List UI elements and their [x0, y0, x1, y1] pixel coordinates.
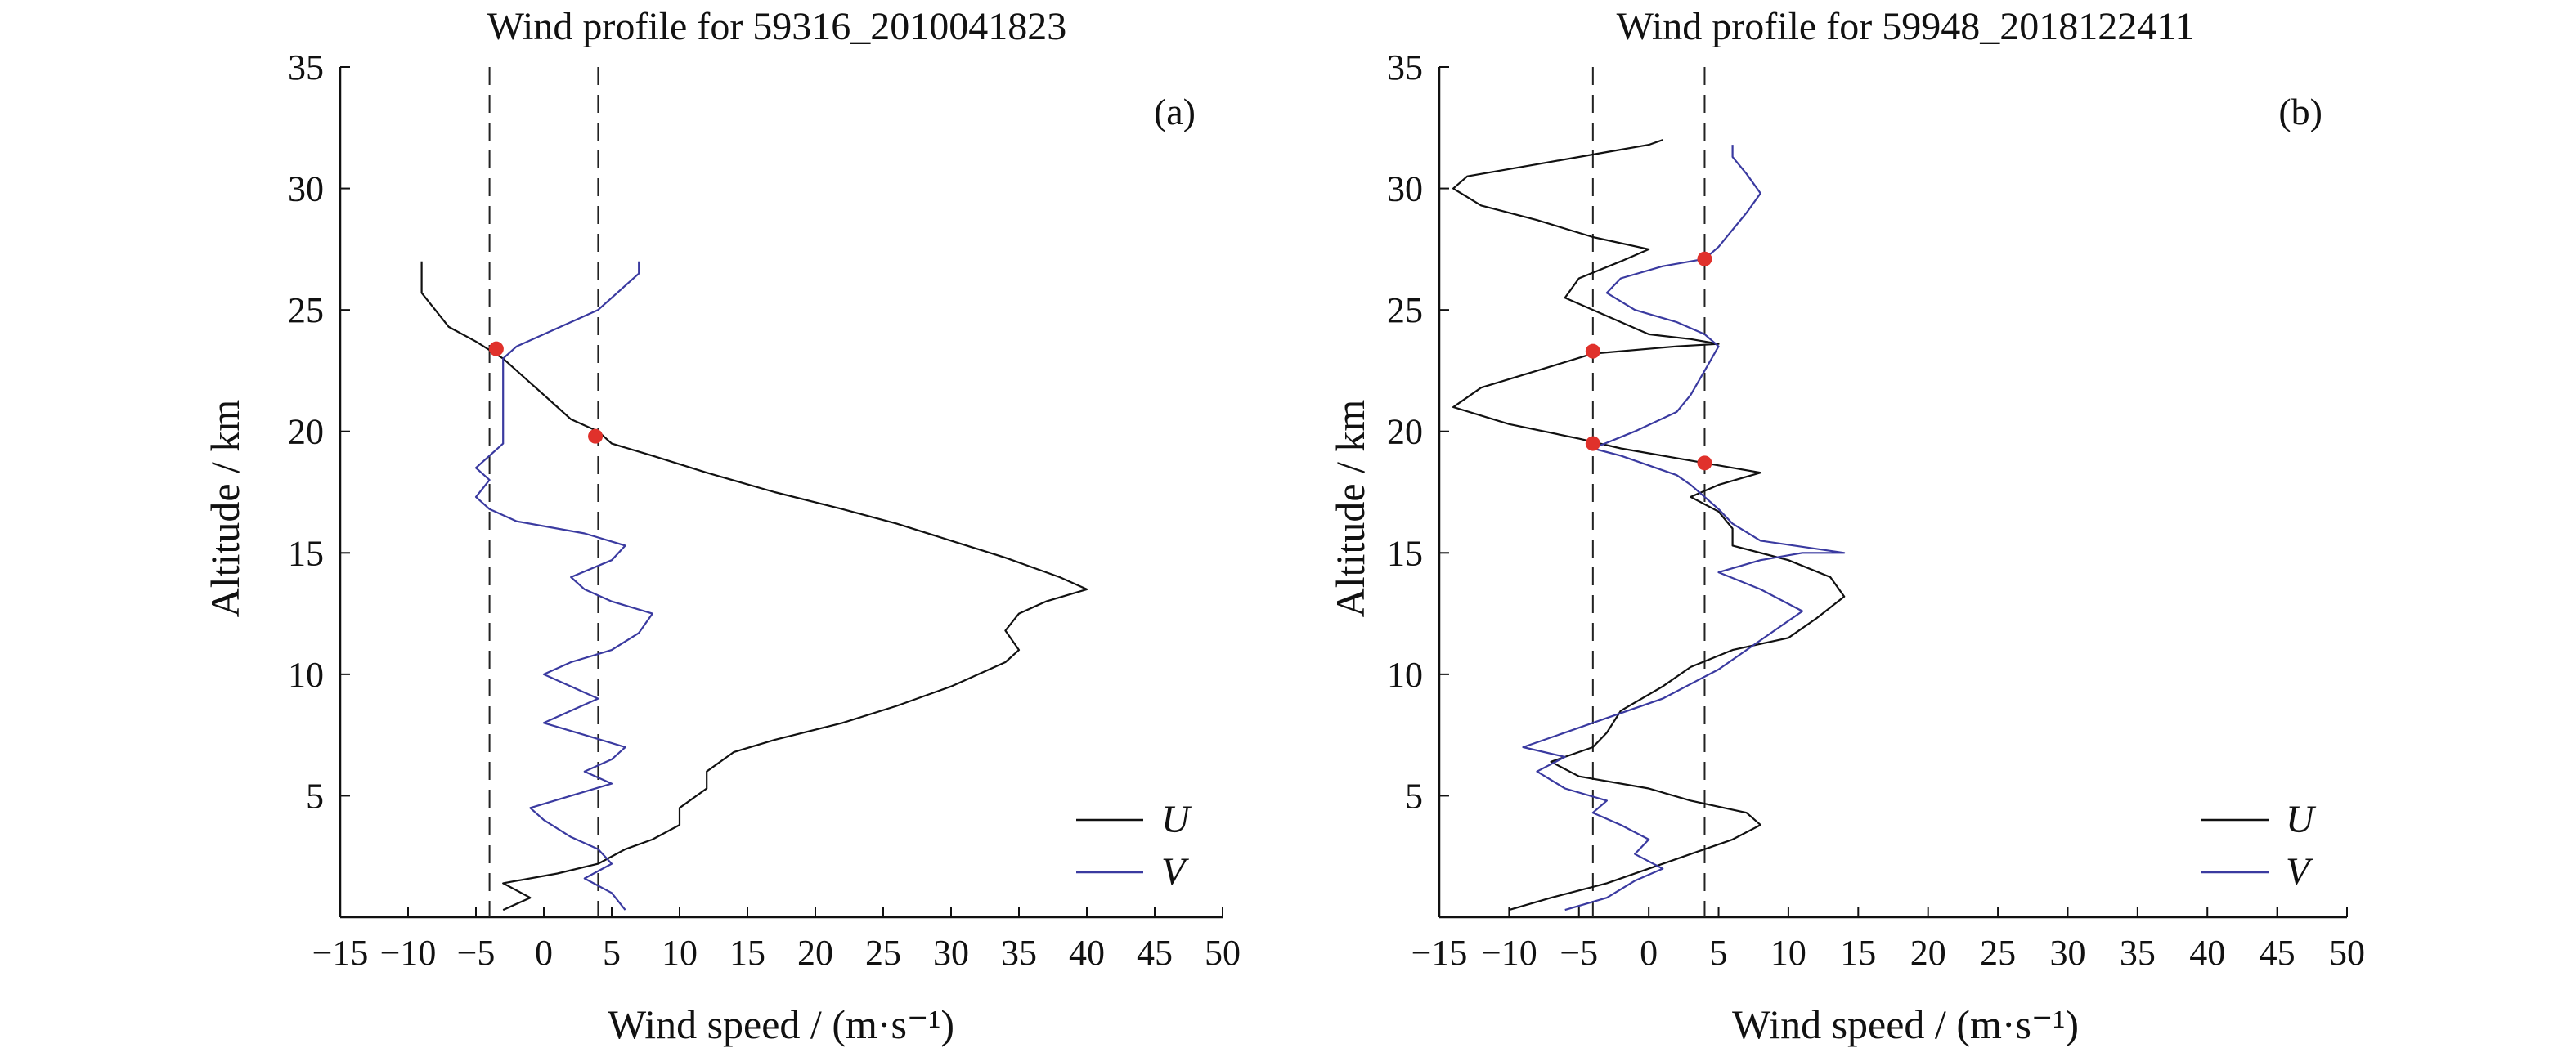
x-tick-label: 10 [662, 933, 698, 973]
y-tick-label: 30 [1387, 169, 1423, 209]
y-axis-title: Altitude / km [1327, 400, 1373, 618]
crossing-marker [1585, 343, 1600, 359]
crossing-marker [1697, 251, 1712, 266]
crossing-marker [1697, 455, 1712, 471]
panel-b: Wind profile for 59948_2018122411 (b) Wi… [1327, 5, 2365, 1047]
legend-label-u: U [1161, 798, 1192, 841]
x-tick-label: −10 [380, 933, 437, 973]
x-tick-label: −5 [457, 933, 496, 973]
y-tick-label: 15 [288, 533, 324, 573]
y-tick-label: 10 [1387, 655, 1423, 695]
x-tick-label: 5 [1710, 933, 1728, 973]
series-line-u [420, 261, 1088, 911]
y-tick-label: 30 [288, 169, 324, 209]
series-line-u [1452, 139, 1846, 911]
x-tick-label: −5 [1560, 933, 1598, 973]
x-tick-label: 10 [1770, 933, 1806, 973]
x-tick-label: −15 [1411, 933, 1468, 973]
panel-a: Wind profile for 59316_2010041823 (a) Wi… [202, 5, 1241, 1047]
legend-label-u: U [2286, 798, 2317, 841]
y-tick-label: 25 [288, 290, 324, 330]
x-tick-label: 0 [1640, 933, 1658, 973]
legend-label-v: V [2286, 850, 2313, 894]
x-tick-label: 35 [1001, 933, 1037, 973]
x-tick-label: 45 [2260, 933, 2296, 973]
x-axis-title: Wind speed / (m·s⁻¹) [608, 1001, 954, 1047]
chart-title: Wind profile for 59948_2018122411 [1617, 5, 2195, 48]
x-tick-label: 15 [1840, 933, 1876, 973]
panel-label: (a) [1154, 91, 1196, 132]
x-tick-label: 25 [865, 933, 901, 973]
y-axis-title: Altitude / km [202, 400, 248, 618]
x-tick-label: 0 [535, 933, 553, 973]
chart-title: Wind profile for 59316_2010041823 [487, 5, 1067, 48]
x-tick-label: 40 [1069, 933, 1105, 973]
x-tick-label: 5 [603, 933, 621, 973]
x-tick-label: −10 [1481, 933, 1537, 973]
x-tick-label: −15 [312, 933, 369, 973]
crossing-marker [1585, 436, 1600, 451]
y-tick-label: 20 [1387, 412, 1423, 452]
x-tick-label: 20 [1910, 933, 1946, 973]
crossing-marker [588, 428, 604, 444]
y-tick-label: 35 [1387, 47, 1423, 87]
x-tick-label: 20 [797, 933, 833, 973]
x-tick-label: 30 [2049, 933, 2085, 973]
x-tick-label: 30 [933, 933, 969, 973]
crossing-marker [488, 341, 504, 356]
x-axis-title: Wind speed / (m·s⁻¹) [1732, 1001, 2079, 1047]
x-tick-label: 45 [1137, 933, 1173, 973]
y-tick-label: 35 [288, 47, 324, 87]
legend-label-v: V [1161, 850, 1189, 894]
x-tick-label: 25 [1980, 933, 2016, 973]
panel-label: (b) [2278, 91, 2322, 132]
y-tick-label: 5 [1405, 776, 1423, 816]
x-tick-label: 40 [2189, 933, 2225, 973]
y-tick-label: 10 [288, 655, 324, 695]
y-tick-label: 15 [1387, 533, 1423, 573]
series-line-v [1522, 145, 1846, 911]
y-tick-label: 25 [1387, 290, 1423, 330]
y-tick-label: 5 [306, 776, 324, 816]
x-tick-label: 50 [2329, 933, 2365, 973]
y-tick-label: 20 [288, 412, 324, 452]
x-tick-label: 35 [2120, 933, 2156, 973]
x-tick-label: 15 [729, 933, 765, 973]
series-line-v [474, 261, 653, 911]
x-tick-label: 50 [1205, 933, 1241, 973]
